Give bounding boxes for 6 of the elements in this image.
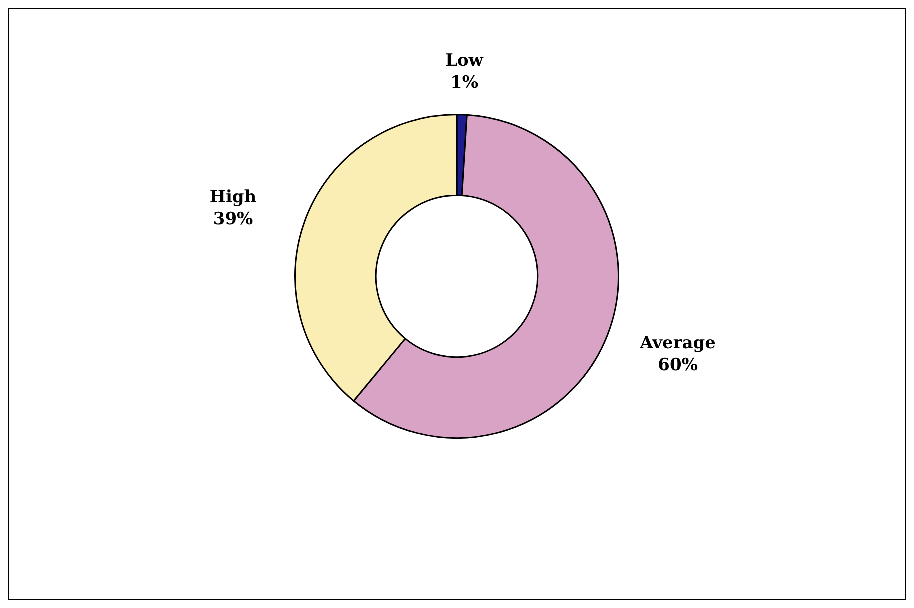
slice-label: Low bbox=[446, 50, 484, 71]
data-label: 39% bbox=[213, 209, 254, 230]
data-label: 60% bbox=[658, 356, 698, 376]
data-label: 1% bbox=[450, 72, 478, 93]
slice-label: Average bbox=[639, 334, 716, 354]
slice-label: High bbox=[210, 187, 257, 208]
